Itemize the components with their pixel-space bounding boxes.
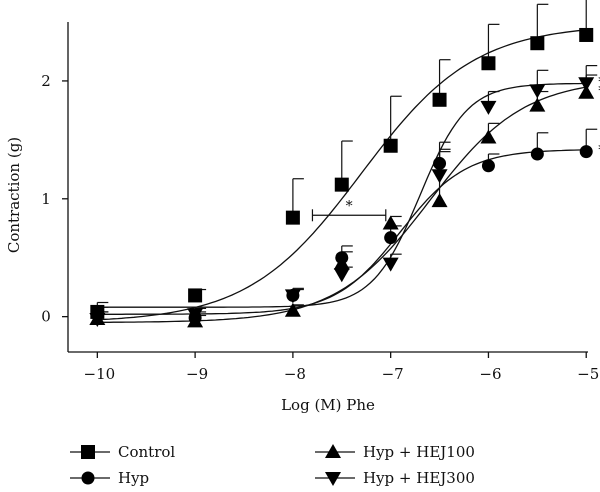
data-point-hyp-hej100 [578,84,595,99]
data-point-hyp-hej300 [89,313,106,327]
data-point-control [285,210,300,225]
x-tick-label: −7 [382,365,404,383]
fit-curve-hyp-hej300 [97,82,587,308]
axes: −10 −9 −8 −7 −6 −5 0 1 2 Log (M) Phe Contraction (… [5,22,599,414]
significance-mark-hyp: * [598,143,600,159]
fit-curve-hyp [97,149,587,315]
data-point-hyp-hej300 [480,100,497,115]
legend-marker-hyp [81,471,95,485]
data-point-control [188,288,203,303]
legend-marker-hyp-hej300 [325,472,341,486]
data-point-control [334,177,349,192]
annotations: * *#*# [598,74,600,158]
y-tick-label: 2 [41,72,51,90]
data-point-hyp-hej100 [529,97,546,112]
data-point-hyp [579,145,593,159]
x-tick-label: −6 [479,365,501,383]
legend: Control Hyp Hyp + HEJ100 Hyp + HEJ300 [70,443,475,487]
data-point-hyp-hej100 [382,215,399,230]
data-point-control [579,27,594,42]
data-point-hyp-hej300 [382,257,399,272]
x-tick-label: −5 [577,365,599,383]
legend-marker-control [81,445,95,459]
y-tick-label: 1 [41,190,51,208]
data-point-hyp [530,147,544,161]
data-point-hyp [481,159,495,173]
y-tick-label: 0 [41,308,51,326]
significance-bracket: * [311,198,387,222]
fit-curves [97,29,587,323]
data-point-control [530,36,545,51]
legend-item-hyp: Hyp [70,469,149,487]
x-tick-label: −9 [186,365,208,383]
data-point-hyp [384,231,398,245]
data-point-hyp [433,156,447,170]
error-bars [96,0,598,322]
data-points [89,27,595,328]
data-point-hyp-hej100 [333,255,350,270]
significance-mark-hyp-hej300: *# [598,74,600,90]
x-axis-label: Log (M) Phe [281,396,375,414]
legend-label: Control [118,443,175,461]
legend-item-hyp-hej100: Hyp + HEJ100 [315,443,475,461]
data-point-hyp-hej300 [284,289,301,304]
y-axis-label: Contraction (g) [5,137,23,253]
legend-label: Hyp + HEJ100 [363,443,475,461]
data-point-hyp-hej300 [578,77,595,92]
data-point-hyp-hej300 [529,84,546,99]
fit-curve-control [97,29,587,321]
data-point-control [432,92,447,107]
significance-mark-hyp-hej100: *# [598,84,600,100]
legend-marker-hyp-hej100 [325,444,341,458]
data-point-hyp-hej300 [333,268,350,283]
bracket-label: * [346,198,353,214]
data-point-hyp-hej100 [284,302,301,317]
data-point-hyp-hej100 [431,193,448,208]
legend-label: Hyp + HEJ300 [363,469,475,487]
data-point-control [383,138,398,153]
data-point-hyp-hej100 [480,129,497,144]
legend-item-hyp-hej300: Hyp + HEJ300 [315,469,475,487]
x-tick-label: −8 [284,365,306,383]
data-point-hyp-hej300 [187,308,204,323]
fit-curve-hyp-hej100 [97,86,587,323]
data-point-hyp-hej300 [431,169,448,184]
legend-item-control: Control [70,443,175,461]
data-point-control [481,56,496,71]
x-tick-label: −10 [84,365,116,383]
legend-label: Hyp [118,469,149,487]
